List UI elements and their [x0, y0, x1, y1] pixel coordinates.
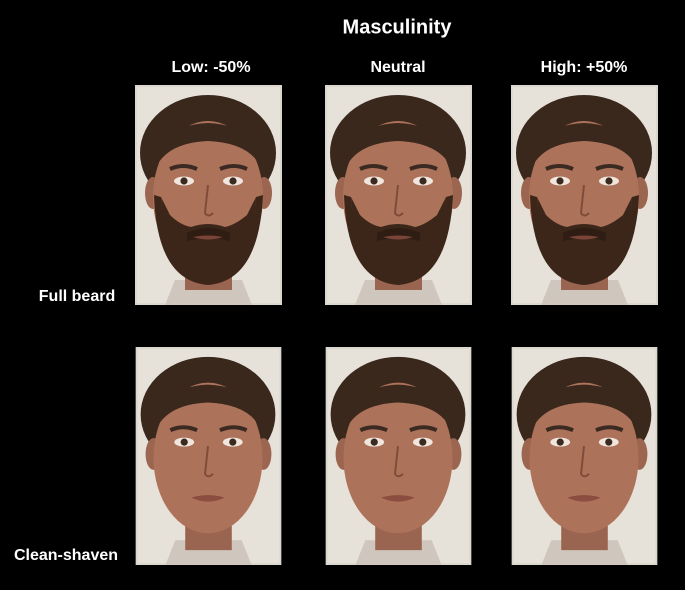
column-label: High: +50%	[541, 59, 628, 76]
face-image	[325, 347, 472, 565]
row-label: Full beard	[39, 288, 115, 305]
face-image	[511, 347, 658, 565]
row-label: Clean-shaven	[14, 547, 118, 564]
column-label: Low: -50%	[171, 59, 250, 76]
column-label: Neutral	[370, 59, 425, 76]
title: Masculinity	[343, 16, 453, 38]
face-grid	[135, 85, 658, 565]
face-image	[135, 347, 282, 565]
